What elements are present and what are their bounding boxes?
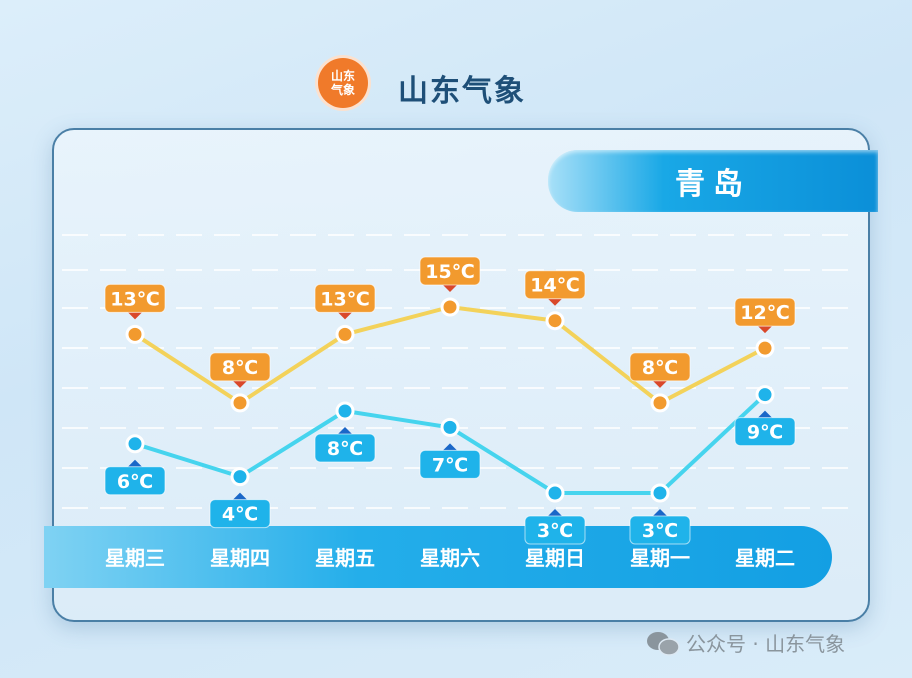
high-label: 8℃ — [642, 357, 678, 379]
high-label-box — [419, 256, 481, 286]
low-point — [545, 483, 565, 503]
logo: 山东 气象 — [318, 58, 368, 108]
label-pointer — [128, 459, 142, 467]
label-pointer — [233, 492, 247, 500]
label-pointer — [758, 326, 772, 334]
label-pointer — [548, 509, 562, 516]
city-title: 青岛 — [548, 150, 878, 212]
high-point — [545, 311, 565, 331]
logo-text-1: 山东 — [330, 69, 355, 83]
label-pointer — [548, 298, 562, 306]
label-pointer — [653, 380, 667, 388]
low-label-box — [314, 433, 376, 463]
low-point — [755, 385, 775, 405]
high-label-box — [629, 352, 691, 382]
label-pointer — [338, 427, 352, 434]
high-label-box — [524, 270, 586, 300]
high-label: 15℃ — [425, 261, 474, 283]
day-label: 星期一 — [630, 546, 690, 570]
day-label: 星期四 — [210, 546, 270, 570]
low-point — [440, 417, 460, 437]
wechat-icon — [647, 631, 680, 656]
low-label: 3℃ — [642, 520, 678, 542]
label-pointer — [233, 380, 247, 388]
label-pointer — [128, 312, 142, 320]
high-label-box — [314, 283, 376, 313]
low-point — [335, 401, 355, 421]
day-label: 星期六 — [420, 546, 480, 570]
high-label-box — [104, 283, 166, 313]
high-label-box — [734, 297, 796, 327]
label-pointer — [758, 410, 772, 418]
brand-title: 山东气象 — [398, 74, 526, 109]
high-point — [755, 338, 775, 358]
high-label: 13℃ — [320, 288, 369, 310]
label-pointer — [653, 509, 667, 516]
low-label-box — [734, 417, 796, 447]
high-label-box — [209, 352, 271, 382]
high-point — [335, 324, 355, 344]
low-label-box — [524, 515, 586, 545]
day-label: 星期二 — [735, 546, 795, 570]
low-point — [125, 434, 145, 454]
label-pointer — [338, 312, 352, 320]
low-label: 9℃ — [747, 422, 783, 444]
high-point — [230, 393, 250, 413]
high-label: 13℃ — [110, 288, 159, 310]
low-label: 7℃ — [432, 454, 468, 476]
logo-text-2: 气象 — [330, 83, 355, 97]
day-band — [44, 526, 832, 588]
day-label: 星期三 — [105, 546, 165, 570]
low-label-box — [419, 449, 481, 479]
watermark-text: 公众号 · 山东气象 — [686, 632, 846, 656]
high-label: 8℃ — [222, 357, 258, 379]
high-label: 14℃ — [530, 275, 579, 297]
low-label: 8℃ — [327, 438, 363, 460]
high-label: 12℃ — [740, 302, 789, 324]
low-label-box — [629, 515, 691, 545]
low-label-box — [104, 466, 166, 496]
label-pointer — [443, 443, 457, 451]
high-point — [125, 324, 145, 344]
low-label-box — [209, 499, 271, 529]
day-label: 星期五 — [315, 546, 375, 570]
label-pointer — [443, 285, 457, 292]
high-point — [650, 393, 670, 413]
low-label: 3℃ — [537, 520, 573, 542]
watermark: 公众号 · 山东气象 — [646, 628, 845, 657]
low-point — [230, 467, 250, 487]
low-label: 4℃ — [222, 504, 258, 526]
low-label: 6℃ — [117, 471, 153, 493]
low-point — [650, 483, 670, 503]
high-point — [440, 297, 460, 317]
day-label: 星期日 — [525, 546, 585, 570]
